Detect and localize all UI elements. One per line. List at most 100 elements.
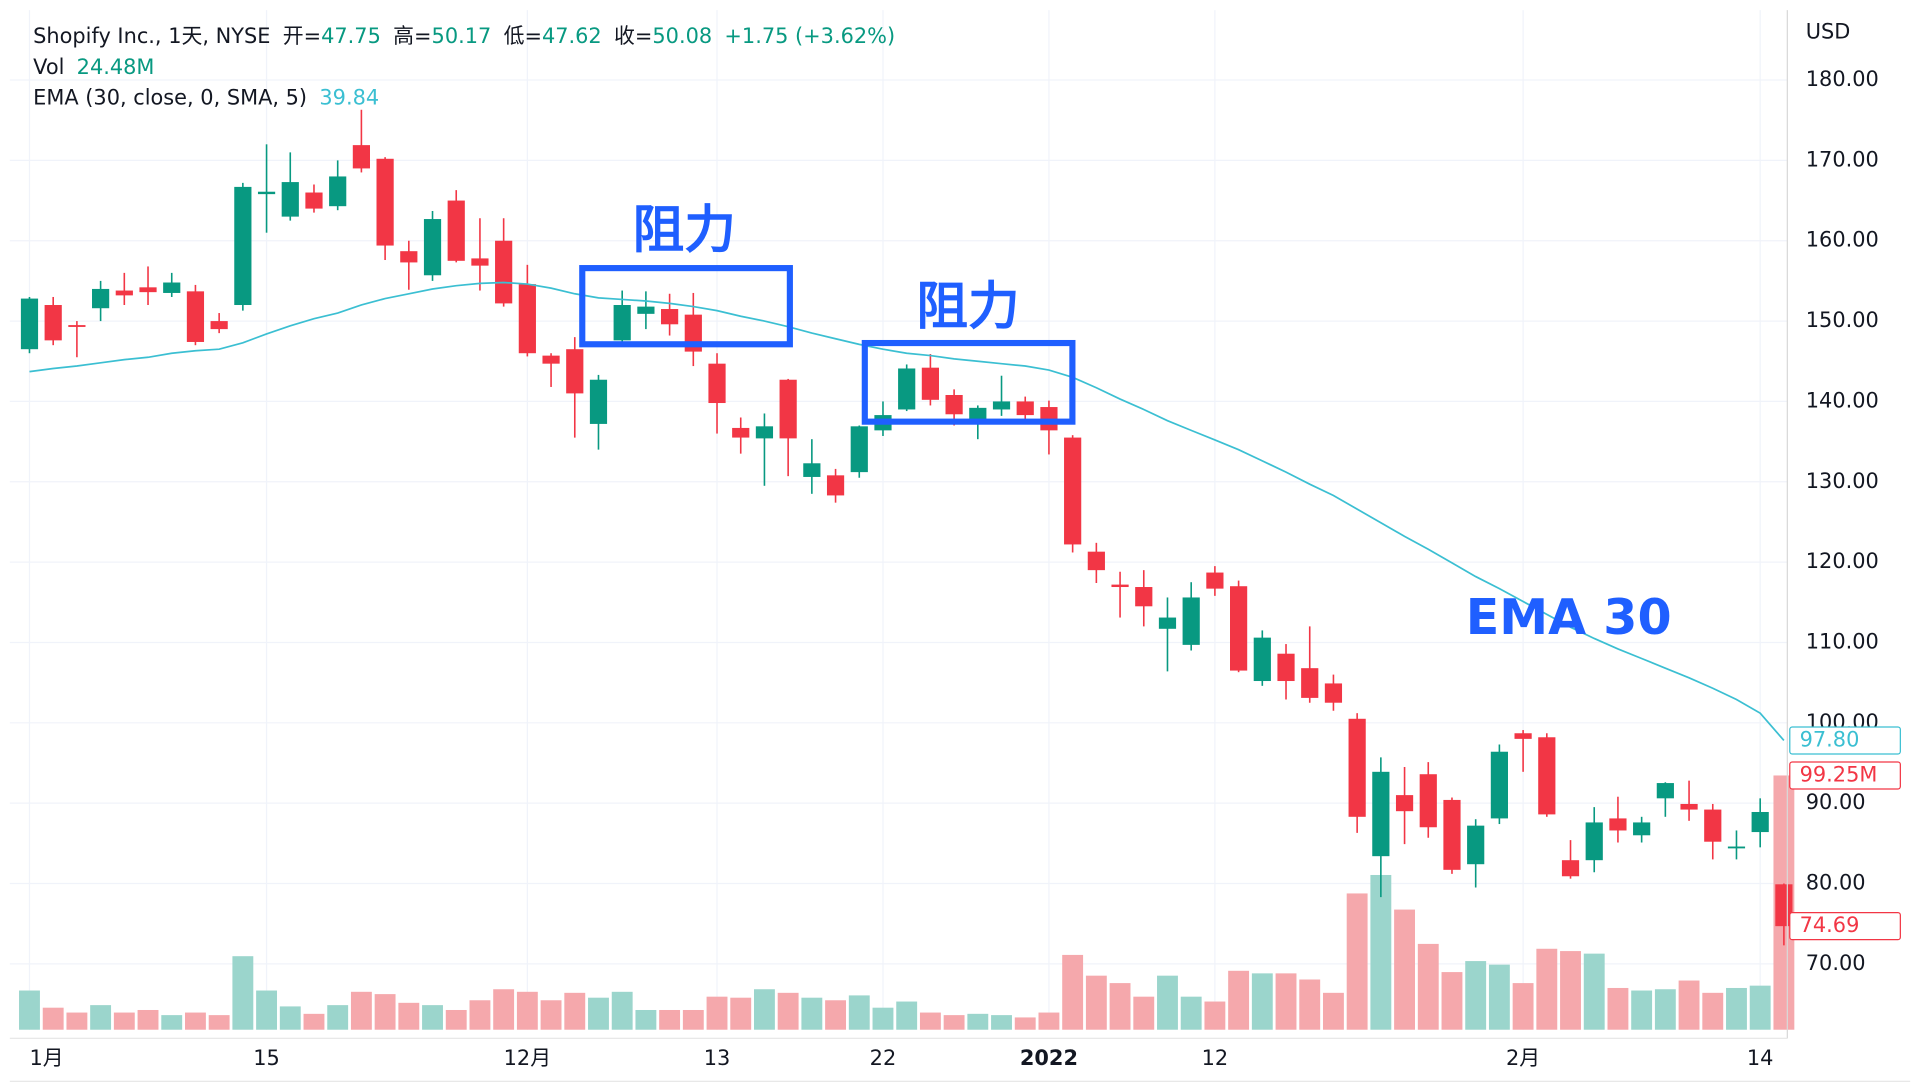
x-tick-label: 14 <box>1747 1046 1774 1070</box>
annotation: 阻力 <box>633 201 736 261</box>
x-tick-label: 12月 <box>504 1046 551 1070</box>
volume-bar <box>1251 973 1273 1030</box>
candle-body <box>803 463 821 477</box>
volume-bar <box>90 1005 112 1030</box>
resistance-box <box>861 339 1076 425</box>
candle-body <box>400 251 418 263</box>
candle-body <box>589 379 608 424</box>
candle-body <box>210 321 228 330</box>
y-tick-label: 110.00 <box>1806 629 1879 653</box>
resistance-box <box>579 265 793 348</box>
candle-body <box>1490 751 1508 819</box>
candle-body <box>1585 822 1603 861</box>
ohlc-label: 开= <box>283 24 321 48</box>
volume-bar <box>42 1007 64 1030</box>
volume-bar <box>113 1012 135 1030</box>
volume-bar <box>588 997 609 1030</box>
candle-body <box>1230 586 1248 671</box>
candle-body <box>637 306 655 314</box>
volume-bar <box>1417 943 1439 1030</box>
candle-body <box>20 298 39 350</box>
candle-body <box>542 355 560 364</box>
volume-bar <box>1631 990 1653 1030</box>
volume-bar <box>1038 1012 1060 1030</box>
candle-body <box>1680 803 1698 810</box>
volume-bar <box>445 1009 467 1030</box>
candle-body <box>1633 822 1651 836</box>
candle-body <box>1135 587 1153 607</box>
grid <box>9 10 1788 1030</box>
volume-bar <box>967 1013 989 1030</box>
x-tick-label: 15 <box>253 1046 280 1070</box>
last-value-label: 74.69 <box>1800 913 1860 937</box>
y-tick-label: 130.00 <box>1806 469 1879 493</box>
candle-body <box>1395 795 1414 812</box>
candle-body <box>376 158 394 246</box>
candle-body <box>1751 811 1769 833</box>
last-value-box <box>1789 761 1901 790</box>
volume-bar <box>493 989 515 1030</box>
volume-bar <box>753 989 775 1030</box>
candle-body <box>1538 737 1556 815</box>
legend-value: 24.48M <box>77 55 155 79</box>
candle-body <box>661 309 679 325</box>
ema-line <box>29 281 1785 741</box>
annotation: 阻力 <box>916 277 1019 337</box>
x-tick-label: 13 <box>704 1046 731 1070</box>
change: +1.75 (+3.62%) <box>724 24 895 48</box>
volume-bar <box>1607 987 1629 1030</box>
volume-bar <box>825 1000 847 1030</box>
price-pane <box>20 109 1793 946</box>
volume-bar <box>1275 973 1297 1030</box>
volume-bar <box>635 1009 657 1030</box>
volume-bar <box>1560 951 1581 1030</box>
candle-body <box>139 287 157 293</box>
candle-body <box>1727 846 1746 849</box>
ohlc-value: 47.62 <box>542 24 602 48</box>
candle-body <box>186 291 205 342</box>
volume-bar <box>161 1015 183 1030</box>
volume-bar <box>184 1012 206 1030</box>
candle-body <box>1111 584 1129 588</box>
candle-body <box>779 379 797 439</box>
volume-pane <box>19 775 1795 1030</box>
candle-body <box>423 219 442 276</box>
volume-bar <box>1299 979 1321 1030</box>
candle-body <box>898 368 916 410</box>
candle-body <box>1182 597 1200 645</box>
y-tick-label: 160.00 <box>1806 228 1879 252</box>
y-tick-label: 70.00 <box>1806 951 1866 975</box>
volume-bar <box>1322 992 1344 1030</box>
volume-bar <box>516 991 538 1030</box>
volume-bar <box>1062 954 1084 1030</box>
candle-body <box>1158 617 1177 629</box>
volume-bar <box>1488 964 1510 1030</box>
volume-bar <box>991 1015 1012 1030</box>
axes: 70.0080.0090.00100.00110.00120.00130.001… <box>29 67 1901 1070</box>
y-tick-label: 140.00 <box>1806 388 1879 412</box>
last-value-label: 99.25M <box>1800 762 1878 786</box>
ema-legend: EMA (30, close, 0, SMA, 5) 39.84 <box>33 86 379 110</box>
volume-bar <box>1014 1017 1036 1030</box>
volume-bar <box>1678 980 1700 1030</box>
x-tick-label: 1月 <box>29 1046 63 1070</box>
y-tick-label: 120.00 <box>1806 549 1879 573</box>
volume-bar <box>1394 909 1416 1030</box>
x-tick-label: 22 <box>870 1046 897 1070</box>
annotation: EMA 30 <box>1466 588 1672 646</box>
candle-body <box>1514 733 1532 739</box>
volume-bar <box>66 1012 88 1030</box>
candle-body <box>1372 771 1390 857</box>
volume-bar <box>1726 987 1747 1030</box>
legend-name: Vol <box>33 55 64 79</box>
candle-body <box>945 394 963 415</box>
candle-body <box>1775 884 1793 927</box>
volume-bar <box>1749 985 1771 1030</box>
volume-bar <box>801 997 823 1030</box>
candle-body <box>1064 437 1082 545</box>
candle-body <box>1704 809 1722 842</box>
volume-bar <box>611 991 633 1030</box>
legend-name: EMA (30, close, 0, SMA, 5) <box>33 86 307 110</box>
